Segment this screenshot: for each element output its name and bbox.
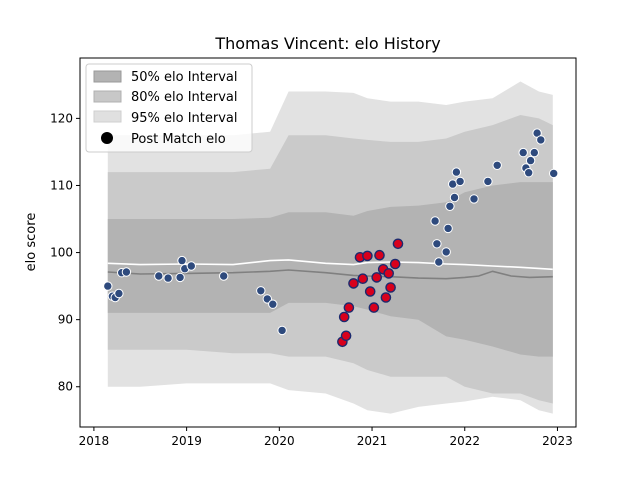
- data-point: [256, 286, 266, 296]
- data-point: [549, 168, 559, 179]
- x-axis: 2018 2019 2020 2021 2022 2023: [79, 427, 573, 448]
- post-match-points: [103, 128, 559, 348]
- data-point: [177, 255, 187, 266]
- data-point: [451, 167, 462, 177]
- data-point: [525, 155, 536, 166]
- legend-label-50: 50% elo Interval: [131, 70, 238, 85]
- data-point: [364, 286, 376, 297]
- x-tick-label: 2019: [171, 434, 202, 448]
- data-point: [455, 176, 465, 187]
- data-point: [175, 272, 185, 283]
- x-tick-label: 2023: [542, 434, 573, 448]
- data-point: [103, 281, 113, 291]
- legend-swatch-80: [93, 90, 122, 103]
- data-point: [219, 271, 229, 281]
- legend-marker-post-match: [101, 132, 113, 144]
- data-point: [469, 194, 479, 204]
- data-point: [368, 302, 380, 313]
- data-point: [389, 258, 401, 270]
- data-point: [268, 299, 278, 309]
- legend-box: [85, 63, 253, 153]
- data-point: [154, 271, 164, 281]
- data-point: [163, 273, 173, 283]
- band-50: [107, 182, 553, 357]
- data-point: [483, 176, 493, 187]
- data-point: [186, 261, 197, 271]
- legend-label-80: 80% elo Interval: [131, 90, 238, 105]
- data-point: [492, 160, 502, 171]
- data-point: [362, 250, 373, 262]
- data-point: [443, 223, 453, 234]
- data-point: [374, 249, 385, 261]
- data-point: [343, 302, 355, 313]
- legend-swatch-50: [93, 70, 122, 83]
- x-tick-label: 2020: [264, 434, 295, 448]
- data-point: [338, 311, 350, 323]
- data-point: [441, 247, 451, 257]
- interval-bands: [107, 81, 553, 414]
- y-tick-label: 100: [50, 246, 73, 260]
- data-point: [114, 288, 124, 299]
- mean-line: [107, 259, 553, 271]
- data-point: [385, 282, 396, 293]
- legend: 50% elo Interval 80% elo Interval 95% el…: [85, 63, 253, 153]
- plot-frame: [79, 57, 577, 428]
- data-point: [392, 238, 404, 250]
- x-tick-label: 2018: [79, 434, 110, 448]
- data-point: [357, 273, 369, 285]
- y-axis-label: elo score: [24, 213, 39, 272]
- data-point: [380, 292, 392, 303]
- data-point: [518, 147, 528, 158]
- data-point: [432, 239, 442, 249]
- y-tick-label: 80: [58, 380, 73, 394]
- x-tick-label: 2022: [449, 434, 480, 448]
- data-point: [524, 168, 534, 178]
- data-point: [348, 278, 359, 289]
- y-axis: 80 90 100 110 120: [50, 111, 80, 394]
- data-point: [445, 201, 455, 212]
- data-point: [371, 272, 383, 283]
- x-tick-label: 2021: [357, 434, 388, 448]
- data-point: [529, 147, 539, 158]
- data-point: [434, 257, 444, 267]
- data-point: [277, 325, 287, 336]
- chart-title: Thomas Vincent: elo History: [214, 34, 440, 53]
- data-point: [536, 135, 546, 145]
- y-tick-label: 110: [50, 178, 73, 192]
- data-point: [340, 330, 352, 342]
- legend-swatch-95: [93, 110, 122, 123]
- data-point: [121, 267, 132, 277]
- legend-label-post-match: Post Match elo: [131, 132, 226, 147]
- data-point: [449, 192, 460, 203]
- y-tick-label: 90: [58, 313, 73, 327]
- legend-label-95: 95% elo Interval: [131, 111, 238, 126]
- data-point: [430, 216, 440, 226]
- data-point: [383, 268, 395, 279]
- y-tick-label: 120: [50, 111, 73, 125]
